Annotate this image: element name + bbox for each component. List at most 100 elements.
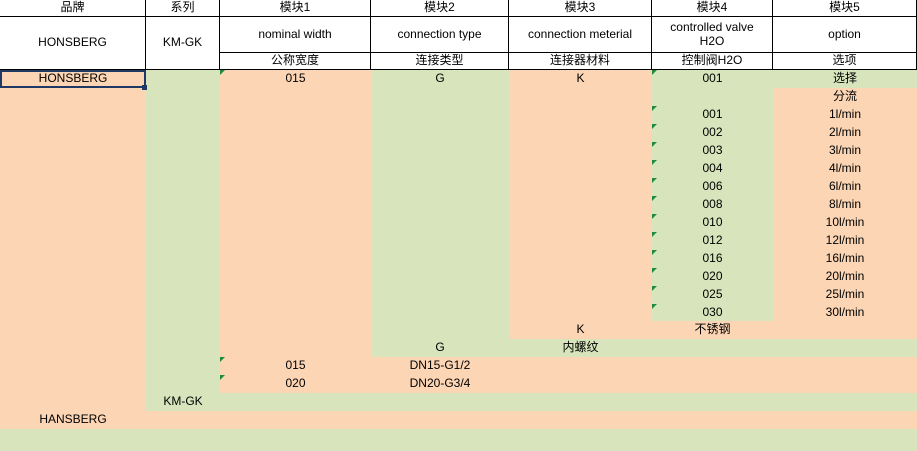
option-code-text: 016 [702, 251, 723, 266]
option-code-cell[interactable]: 030 [652, 304, 773, 321]
module5-english-label[interactable]: option [773, 17, 917, 53]
option-flow-cell[interactable]: 6l/min [828, 179, 861, 194]
connection-g-cell[interactable]: G [435, 340, 445, 355]
brand-honsberg-cell[interactable]: HONSBERG [0, 70, 146, 88]
option-code-cell[interactable]: 003 [652, 142, 773, 160]
brand-column-fill [0, 70, 146, 411]
option-code-cell[interactable]: 010 [652, 214, 773, 232]
module4-001-cell[interactable]: 001 [652, 70, 773, 88]
module1-english-label[interactable]: nominal width [220, 17, 371, 53]
brand-row-fill [0, 411, 917, 429]
brand-hansberg-cell[interactable]: HANSBERG [39, 412, 107, 427]
option-flow-cell[interactable]: 2l/min [828, 125, 861, 140]
header-module4[interactable]: 模块4 [652, 0, 773, 17]
module3-k-cell[interactable]: K [576, 71, 585, 86]
nominal-015-text: 015 [285, 358, 306, 373]
option-flow-cell[interactable]: 30l/min [825, 304, 865, 319]
option-code-cell[interactable]: 025 [652, 286, 773, 304]
comment-marker-icon [220, 375, 225, 380]
selection-fill-handle[interactable] [142, 85, 147, 90]
header-module3[interactable]: 模块3 [509, 0, 652, 17]
comment-marker-icon [652, 142, 657, 147]
nominal-dn15-cell[interactable]: DN15-G1/2 [409, 358, 471, 373]
option-code-cell[interactable]: 006 [652, 178, 773, 196]
series-km-gk-cell[interactable]: KM-GK [163, 394, 203, 409]
option-code-text: 001 [702, 107, 723, 122]
header-module5[interactable]: 模块5 [773, 0, 917, 17]
module4-english-label[interactable]: controlled valve H2O [652, 17, 773, 53]
comment-marker-icon [652, 268, 657, 273]
option-code-cell[interactable]: 004 [652, 160, 773, 178]
header-module1[interactable]: 模块1 [220, 0, 371, 17]
option-flow-cell[interactable]: 25l/min [825, 287, 865, 302]
comment-marker-icon [220, 357, 225, 362]
comment-marker-icon [652, 250, 657, 255]
brand-honsberg-header[interactable]: HONSBERG [0, 17, 146, 70]
option-code-cell[interactable]: 016 [652, 250, 773, 268]
option-code-text: 020 [702, 269, 723, 284]
module5-bypass-cell[interactable]: 分流 [832, 89, 857, 104]
module5-bypass-fill [773, 88, 917, 106]
module5-select-cell[interactable]: 选择 [832, 71, 857, 86]
option-flow-cell[interactable]: 8l/min [828, 197, 861, 212]
option-flow-cell[interactable]: 12l/min [825, 233, 865, 248]
module1-chinese-label[interactable]: 公称宽度 [220, 53, 371, 70]
nominal-015-cell[interactable]: 015 [220, 357, 371, 375]
option-code-cell[interactable]: 001 [652, 106, 773, 124]
connection-row-fill [371, 339, 917, 357]
module4-english-line1: controlled valve [670, 19, 754, 34]
module1-015-cell[interactable]: 015 [220, 70, 371, 88]
comment-marker-icon [652, 304, 657, 309]
comment-marker-icon [652, 178, 657, 183]
comment-marker-icon [652, 214, 657, 219]
option-code-cell[interactable]: 020 [652, 268, 773, 286]
nominal-020-cell[interactable]: 020 [220, 375, 371, 393]
option-code-text: 010 [702, 215, 723, 230]
module2-g-cell[interactable]: G [435, 71, 445, 86]
module4-column-fill [652, 70, 773, 321]
option-flow-cell[interactable]: 3l/min [828, 143, 861, 158]
header-brand[interactable]: 品牌 [0, 0, 146, 17]
module3-english-label[interactable]: connection meterial [509, 17, 652, 53]
comment-marker-icon [652, 232, 657, 237]
module5-select-fill [773, 70, 917, 88]
connection-internal-thread-cell[interactable]: 内螺纹 [562, 340, 599, 355]
option-flow-cell[interactable]: 4l/min [828, 161, 861, 176]
nominal-width-rows-fill [220, 357, 917, 393]
material-row-fill [509, 321, 917, 339]
series-km-gk-header[interactable]: KM-GK [146, 17, 220, 70]
module4-chinese-label[interactable]: 控制阀H2O [652, 53, 773, 70]
nominal-020-text: 020 [285, 376, 306, 391]
option-code-text: 012 [702, 233, 723, 248]
module2-english-label[interactable]: connection type [371, 17, 509, 53]
module1-column-fill [220, 70, 371, 357]
nominal-dn20-cell[interactable]: DN20-G3/4 [409, 376, 471, 391]
option-code-text: 004 [702, 161, 723, 176]
option-code-text: 030 [702, 304, 723, 319]
module3-column-fill [509, 70, 652, 321]
header-series[interactable]: 系列 [146, 0, 220, 17]
option-code-cell[interactable]: 012 [652, 232, 773, 250]
option-code-cell[interactable]: 008 [652, 196, 773, 214]
option-flow-cell[interactable]: 16l/min [825, 251, 865, 266]
material-k-cell[interactable]: K [576, 322, 585, 337]
option-flow-cell[interactable]: 20l/min [825, 269, 865, 284]
module2-column-fill [371, 70, 509, 339]
module5-chinese-label[interactable]: 选项 [773, 53, 917, 70]
comment-marker-icon [652, 196, 657, 201]
option-code-text: 006 [702, 179, 723, 194]
comment-marker-icon [652, 160, 657, 165]
header-module2[interactable]: 模块2 [371, 0, 509, 17]
option-code-text: 008 [702, 197, 723, 212]
option-code-text: 002 [702, 125, 723, 140]
series-column-fill [146, 70, 220, 393]
comment-marker-icon [652, 106, 657, 111]
module3-chinese-label[interactable]: 连接器材料 [509, 53, 652, 70]
option-flow-cell[interactable]: 1l/min [828, 107, 861, 122]
comment-marker-icon [652, 286, 657, 291]
option-flow-cell[interactable]: 10l/min [825, 215, 865, 230]
option-code-cell[interactable]: 002 [652, 124, 773, 142]
comment-marker-icon [652, 70, 657, 75]
material-stainless-cell[interactable]: 不锈钢 [694, 322, 731, 337]
module2-chinese-label[interactable]: 连接类型 [371, 53, 509, 70]
